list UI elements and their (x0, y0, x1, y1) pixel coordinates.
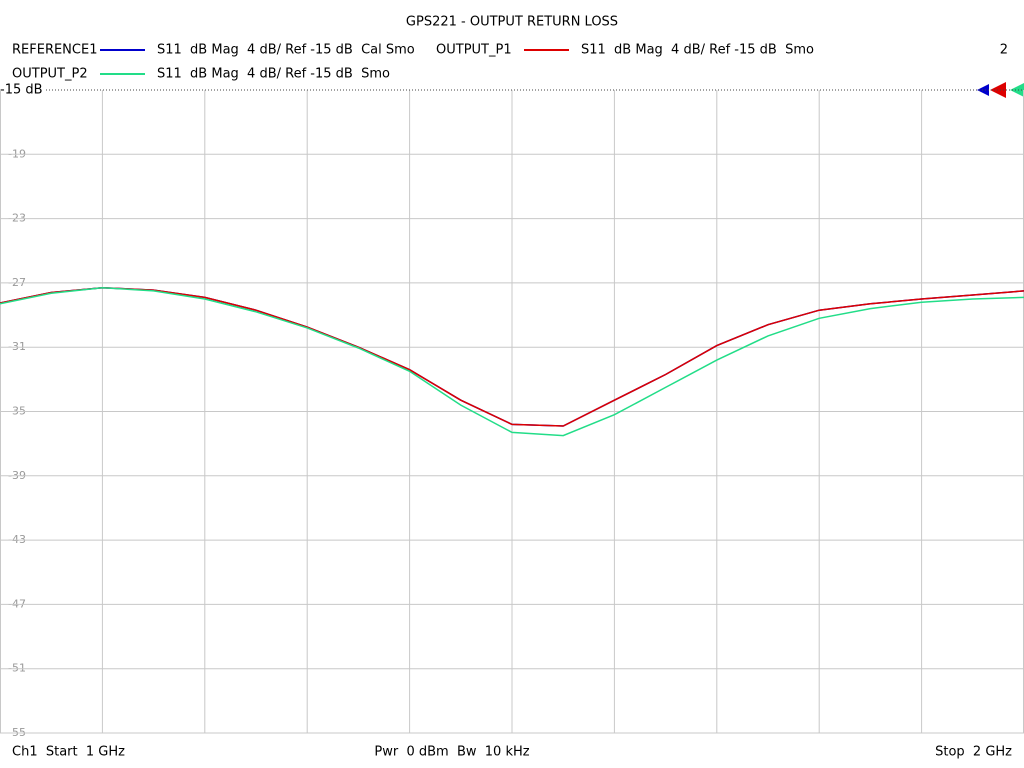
trace (0, 286, 1024, 427)
legend-name: OUTPUT_P1 (436, 43, 512, 58)
channel-number: 2 (1000, 43, 1008, 58)
legend-name: REFERENCE1 (12, 43, 97, 58)
ref-level-label: -15 dB (0, 83, 43, 98)
stop-label: Stop 2 GHz (935, 745, 1012, 760)
ref-marker (1010, 83, 1024, 97)
trace (0, 286, 1024, 437)
legend-description: S11 dB Mag 4 dB/ Ref -15 dB Cal Smo (157, 43, 415, 58)
legend-description: S11 dB Mag 4 dB/ Ref -15 dB Smo (581, 43, 814, 58)
chart-title: GPS221 - OUTPUT RETURN LOSS (406, 15, 618, 30)
legend-description: S11 dB Mag 4 dB/ Ref -15 dB Smo (157, 67, 390, 82)
center-label: Pwr 0 dBm Bw 10 kHz (374, 745, 529, 760)
start-label: Ch1 Start 1 GHz (12, 745, 125, 760)
legend-name: OUTPUT_P2 (12, 67, 88, 82)
